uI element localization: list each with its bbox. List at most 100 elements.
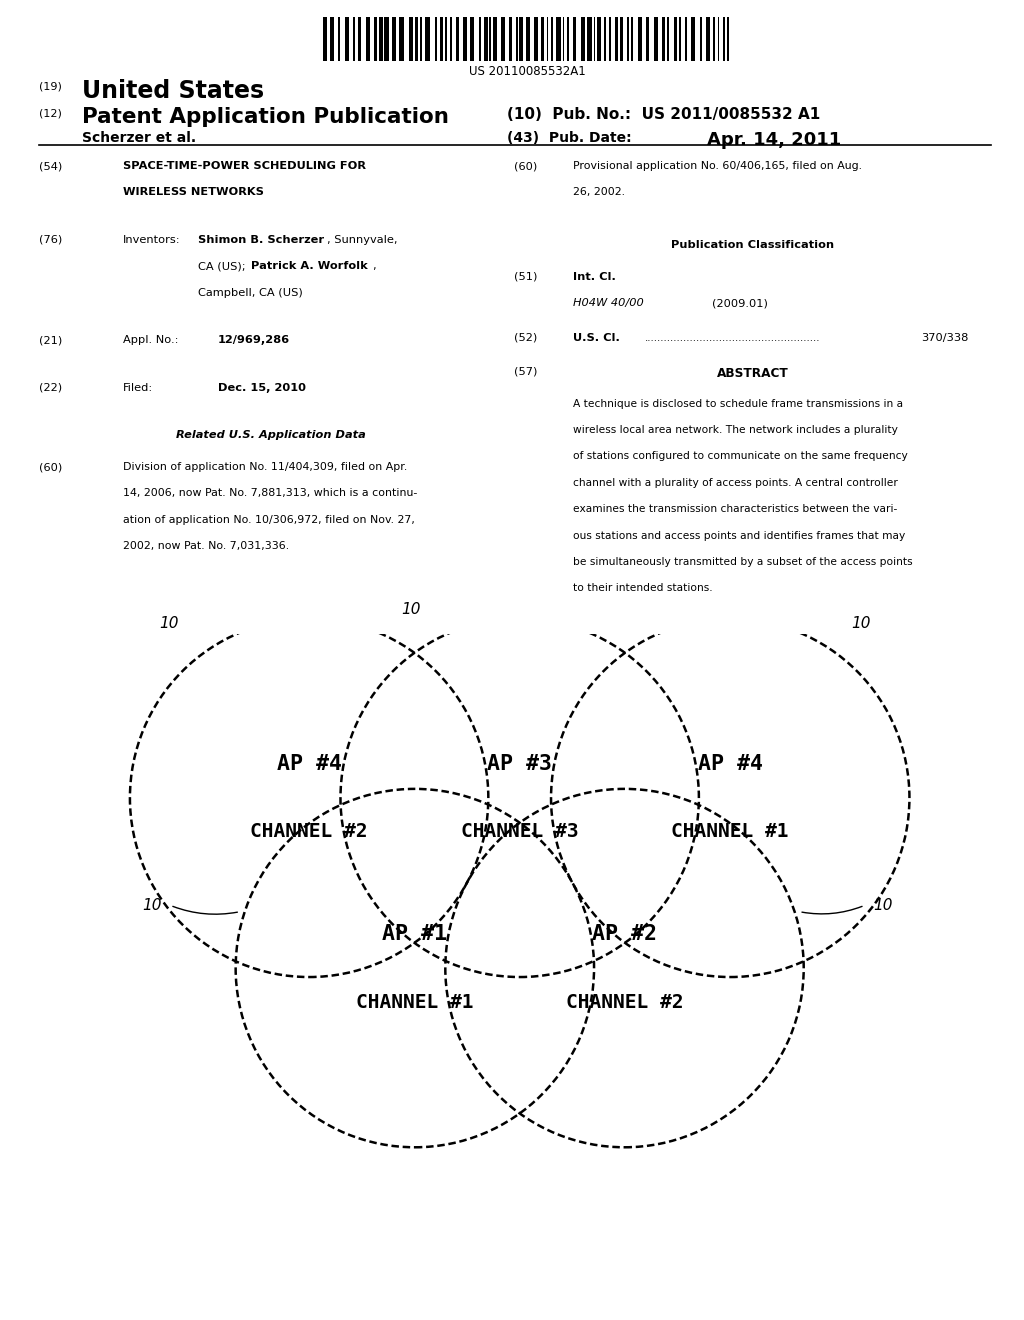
Text: (54): (54)	[39, 161, 62, 172]
Bar	[714, 17, 715, 61]
Bar	[685, 17, 687, 61]
Bar	[415, 17, 418, 61]
Text: ABSTRACT: ABSTRACT	[717, 367, 788, 380]
Text: (76): (76)	[39, 235, 62, 246]
Bar	[323, 17, 327, 61]
Text: (21): (21)	[39, 335, 62, 346]
Bar	[338, 17, 340, 61]
Text: 10: 10	[851, 615, 870, 631]
Text: Publication Classification: Publication Classification	[671, 240, 835, 251]
Bar	[581, 17, 585, 61]
Bar	[556, 17, 561, 61]
Bar	[358, 17, 361, 61]
Bar	[434, 17, 437, 61]
Text: AP #3: AP #3	[487, 754, 552, 774]
Bar	[420, 17, 422, 61]
Bar	[646, 17, 648, 61]
Text: (60): (60)	[39, 462, 62, 473]
Text: ation of application No. 10/306,972, filed on Nov. 27,: ation of application No. 10/306,972, fil…	[123, 515, 415, 525]
Text: wireless local area network. The network includes a plurality: wireless local area network. The network…	[573, 425, 898, 436]
Text: (22): (22)	[39, 383, 62, 393]
Text: (52): (52)	[514, 333, 538, 343]
Bar	[653, 17, 658, 61]
Text: 10: 10	[141, 898, 162, 913]
Text: Related U.S. Application Data: Related U.S. Application Data	[176, 430, 367, 441]
Text: , Sunnyvale,: , Sunnyvale,	[327, 235, 397, 246]
Text: Shimon B. Scherzer: Shimon B. Scherzer	[198, 235, 324, 246]
Bar	[493, 17, 497, 61]
Bar	[330, 17, 335, 61]
Text: CA (US);: CA (US);	[198, 261, 249, 272]
Text: AP #4: AP #4	[697, 754, 763, 774]
Text: Dec. 15, 2010: Dec. 15, 2010	[218, 383, 306, 393]
Bar	[444, 17, 446, 61]
Bar	[509, 17, 512, 61]
Text: U.S. Cl.: U.S. Cl.	[573, 333, 621, 343]
Text: Provisional application No. 60/406,165, filed on Aug.: Provisional application No. 60/406,165, …	[573, 161, 862, 172]
Text: Appl. No.:: Appl. No.:	[123, 335, 178, 346]
Text: channel with a plurality of access points. A central controller: channel with a plurality of access point…	[573, 478, 898, 488]
Bar	[668, 17, 669, 61]
Bar	[699, 17, 702, 61]
Text: (43)  Pub. Date:: (43) Pub. Date:	[507, 131, 632, 145]
Text: 14, 2006, now Pat. No. 7,881,313, which is a continu-: 14, 2006, now Pat. No. 7,881,313, which …	[123, 488, 417, 499]
Bar	[489, 17, 492, 61]
Bar	[638, 17, 642, 61]
Bar	[566, 17, 569, 61]
Bar	[470, 17, 474, 61]
Bar	[534, 17, 538, 61]
Bar	[662, 17, 665, 61]
Bar	[541, 17, 545, 61]
Text: 26, 2002.: 26, 2002.	[573, 187, 626, 198]
Text: ......................................................: ........................................…	[645, 333, 820, 343]
Bar	[594, 17, 595, 61]
Text: (12): (12)	[39, 108, 61, 119]
Text: A technique is disclosed to schedule frame transmissions in a: A technique is disclosed to schedule fra…	[573, 399, 903, 409]
Bar	[374, 17, 377, 61]
Bar	[516, 17, 517, 61]
Bar	[563, 17, 564, 61]
Bar	[399, 17, 404, 61]
Text: 10: 10	[160, 615, 179, 631]
Text: of stations configured to communicate on the same frequency: of stations configured to communicate on…	[573, 451, 908, 462]
Text: ,: ,	[372, 261, 376, 272]
Text: 12/969,286: 12/969,286	[218, 335, 290, 346]
Text: Apr. 14, 2011: Apr. 14, 2011	[707, 131, 841, 149]
Text: AP #4: AP #4	[276, 754, 342, 774]
Text: CHANNEL #1: CHANNEL #1	[356, 993, 473, 1011]
Text: (10)  Pub. No.:  US 2011/0085532 A1: (10) Pub. No.: US 2011/0085532 A1	[507, 107, 820, 121]
Bar	[551, 17, 553, 61]
Text: United States: United States	[82, 79, 264, 103]
Text: Campbell, CA (US): Campbell, CA (US)	[198, 288, 302, 298]
Text: examines the transmission characteristics between the vari-: examines the transmission characteristic…	[573, 504, 898, 515]
Bar	[366, 17, 370, 61]
Text: WIRELESS NETWORKS: WIRELESS NETWORKS	[123, 187, 264, 198]
Text: AP #2: AP #2	[592, 924, 657, 944]
Bar	[718, 17, 720, 61]
Bar	[425, 17, 429, 61]
Bar	[707, 17, 710, 61]
Text: be simultaneously transmitted by a subset of the access points: be simultaneously transmitted by a subse…	[573, 557, 913, 568]
Bar	[547, 17, 548, 61]
Bar	[573, 17, 577, 61]
Bar	[604, 17, 606, 61]
Text: 370/338: 370/338	[922, 333, 969, 343]
Text: US 20110085532A1: US 20110085532A1	[469, 65, 586, 78]
Text: CHANNEL #3: CHANNEL #3	[461, 822, 579, 841]
Text: Int. Cl.: Int. Cl.	[573, 272, 616, 282]
Text: CHANNEL #1: CHANNEL #1	[672, 822, 788, 841]
Text: 10: 10	[873, 898, 893, 913]
Bar	[353, 17, 355, 61]
Bar	[627, 17, 630, 61]
Bar	[609, 17, 610, 61]
Text: Patrick A. Worfolk: Patrick A. Worfolk	[251, 261, 368, 272]
Text: CHANNEL #2: CHANNEL #2	[251, 822, 368, 841]
Text: Filed:: Filed:	[123, 383, 154, 393]
Text: (19): (19)	[39, 82, 61, 92]
Bar	[439, 17, 443, 61]
Bar	[345, 17, 349, 61]
Text: (60): (60)	[514, 161, 538, 172]
Text: (2009.01): (2009.01)	[712, 298, 768, 309]
Bar	[679, 17, 681, 61]
Bar	[409, 17, 413, 61]
